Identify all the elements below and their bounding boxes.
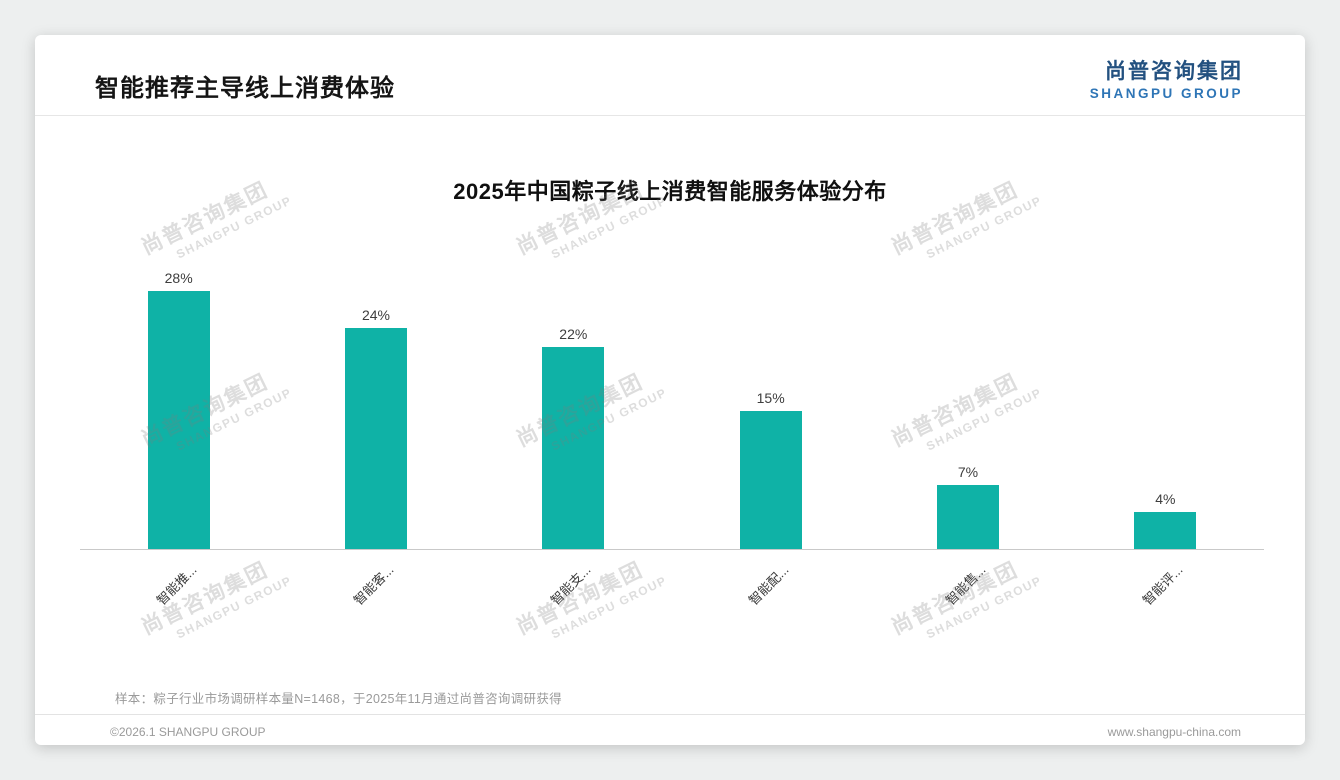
bar-slot: 28% — [80, 204, 277, 549]
logo-en-text: SHANGPU GROUP — [1089, 86, 1243, 101]
bar-chart: 28% 24% 22% 15% 7% 4% — [80, 204, 1264, 550]
bar-slot: 15% — [672, 204, 869, 549]
x-axis-label: 智能售... — [942, 562, 989, 608]
bars-container: 28% 24% 22% 15% 7% 4% — [80, 204, 1264, 549]
x-axis-label: 智能评... — [1140, 562, 1187, 608]
bar — [542, 346, 605, 549]
footer: ©2026.1 SHANGPU GROUP www.shangpu-china.… — [35, 714, 1305, 739]
chart-title: 2025年中国粽子线上消费智能服务体验分布 — [453, 179, 887, 204]
bar-value-label: 4% — [1155, 491, 1176, 508]
page-title: 智能推荐主导线上消费体验 — [95, 75, 395, 102]
website-text: www.shangpu-china.com — [1107, 725, 1241, 739]
bar — [936, 484, 999, 549]
bar-value-label: 22% — [559, 325, 588, 342]
bar-value-label: 28% — [164, 270, 193, 287]
x-axis-label: 智能推... — [153, 562, 200, 608]
bar-value-label: 24% — [361, 307, 390, 324]
logo-cn-text: 尚普咨询集团 — [1105, 60, 1243, 83]
x-label-slot: 智能售... — [869, 550, 1066, 662]
bar-slot: 4% — [1067, 204, 1264, 549]
bar — [344, 328, 407, 549]
header: 智能推荐主导线上消费体验 尚普咨询集团 SHANGPU GROUP — [35, 35, 1305, 116]
x-label-slot: 智能评... — [1067, 550, 1264, 662]
x-axis-label: 智能配... — [745, 562, 792, 608]
chart-area: 2025年中国粽子线上消费智能服务体验分布 28% 24% 22% 15% 7% 4% 智… — [35, 180, 1305, 707]
x-label-slot: 智能客... — [277, 550, 474, 662]
logo: 尚普咨询集团 SHANGPU GROUP — [1090, 59, 1243, 103]
slide-card: 智能推荐主导线上消费体验 尚普咨询集团 SHANGPU GROUP 2025年中… — [35, 35, 1305, 745]
x-axis-label: 智能客... — [350, 562, 397, 608]
x-axis-label: 智能支... — [548, 562, 595, 608]
bar — [739, 411, 802, 549]
copyright-text: ©2026.1 SHANGPU GROUP — [110, 725, 266, 739]
bar-slot: 24% — [277, 204, 474, 549]
bar — [147, 291, 210, 549]
bar-slot: 22% — [475, 204, 672, 549]
x-label-slot: 智能支... — [475, 550, 672, 662]
x-axis-labels: 智能推... 智能客... 智能支... 智能配... 智能售... 智能评... — [80, 550, 1264, 662]
x-label-slot: 智能推... — [80, 550, 277, 662]
bar — [1134, 512, 1197, 549]
bar-value-label: 7% — [957, 463, 979, 480]
bar-slot: 7% — [869, 204, 1066, 549]
footnote: 样本：粽子行业市场调研样本量N=1468，于2025年11月通过尚普咨询调研获得 — [115, 692, 562, 706]
bar-value-label: 15% — [756, 390, 785, 406]
x-label-slot: 智能配... — [672, 550, 869, 662]
